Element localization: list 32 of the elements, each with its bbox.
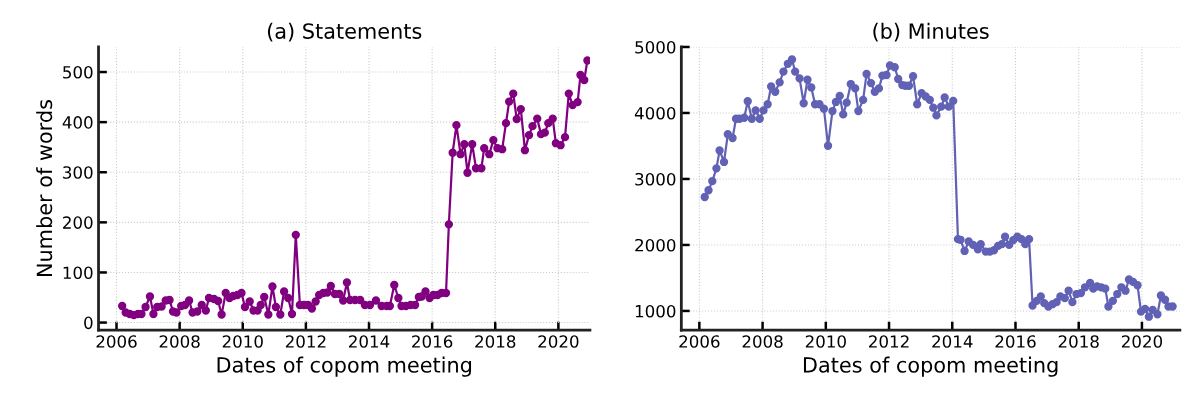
y-tick-label: 500 <box>63 65 93 79</box>
y-tick-label: 0 <box>84 316 93 330</box>
x-tick-label: 2020 <box>538 335 579 348</box>
x-axis-title: Dates of copom meeting <box>217 356 472 377</box>
y-tick-label: 400 <box>62 116 93 129</box>
x-tick-label: 2010 <box>805 335 846 348</box>
x-tick-label: 2018 <box>1058 335 1099 348</box>
y-tick-label: 3000 <box>635 172 676 186</box>
y-axis-title: Number of words <box>36 100 53 277</box>
x-tick-label: 2012 <box>869 335 909 348</box>
chart-title: (a) Statements <box>267 22 422 42</box>
x-tick-label: 2006 <box>96 335 137 348</box>
chart-title: (b) Minutes <box>873 22 989 42</box>
y-tick-label: 2000 <box>635 238 676 252</box>
y-tick-label: 1000 <box>635 304 676 318</box>
y-tick-label: 300 <box>63 166 93 179</box>
y-tick-label: 200 <box>63 216 93 229</box>
y-tick-label: 5000 <box>635 40 676 54</box>
x-tick-label: 2012 <box>285 335 326 348</box>
x-axis-title: Dates of copom meeting <box>803 356 1058 377</box>
x-tick-label: 2014 <box>349 335 390 348</box>
x-tick-label: 2014 <box>932 335 973 348</box>
x-tick-label: 2016 <box>412 335 453 348</box>
x-tick-label: 2010 <box>222 335 263 348</box>
x-tick-label: 2008 <box>742 335 783 348</box>
x-tick-label: 2016 <box>995 335 1036 348</box>
x-tick-label: 2020 <box>1121 335 1163 348</box>
y-tick-label: 4000 <box>634 106 676 120</box>
y-tick-label: 100 <box>63 266 93 280</box>
x-tick-label: 2008 <box>159 335 200 348</box>
x-tick-label: 2006 <box>679 335 720 348</box>
x-tick-label: 2018 <box>475 335 516 348</box>
